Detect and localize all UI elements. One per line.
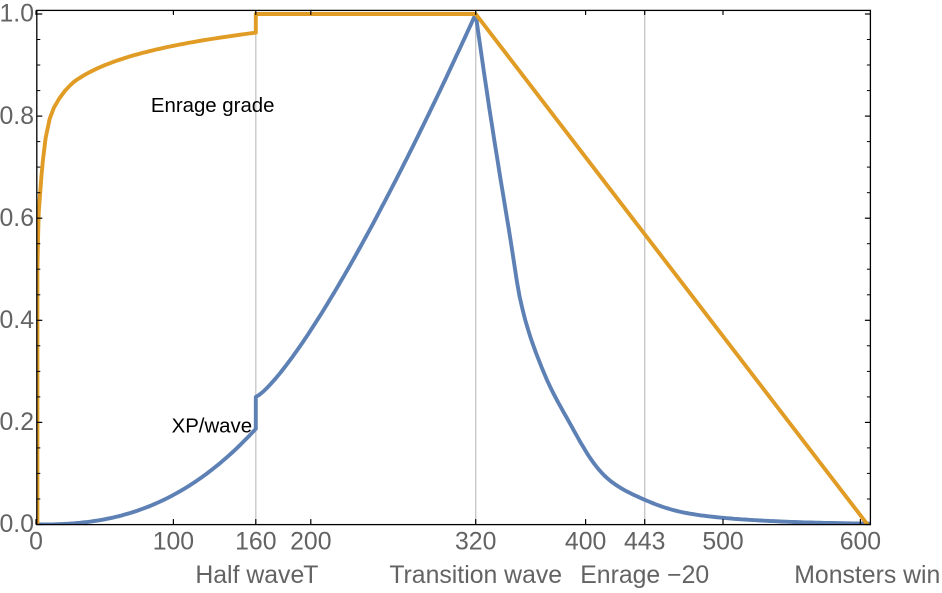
svg-text:0: 0 (29, 529, 43, 556)
svg-text:0.2: 0.2 (0, 409, 34, 436)
svg-text:400: 400 (565, 529, 606, 556)
svg-text:0.8: 0.8 (0, 103, 34, 130)
svg-text:0.4: 0.4 (0, 307, 34, 334)
svg-text:XP/wave: XP/wave (172, 416, 252, 438)
svg-text:200: 200 (290, 529, 331, 556)
svg-text:T: T (303, 562, 318, 589)
svg-text:Monsters win: Monsters win (794, 562, 940, 589)
svg-text:600: 600 (840, 529, 881, 556)
svg-text:320: 320 (455, 529, 496, 556)
svg-text:Half wave: Half wave (195, 562, 304, 589)
svg-text:0.6: 0.6 (0, 205, 34, 232)
svg-text:443: 443 (624, 529, 665, 556)
svg-text:500: 500 (702, 529, 743, 556)
svg-text:Enrage grade: Enrage grade (151, 95, 275, 117)
svg-text:100: 100 (153, 529, 194, 556)
svg-text:1.0: 1.0 (0, 1, 34, 28)
svg-text:Enrage −20: Enrage −20 (580, 562, 709, 589)
svg-text:0.0: 0.0 (0, 511, 34, 538)
svg-text:Transition wave: Transition wave (389, 562, 562, 589)
svg-text:160: 160 (235, 529, 276, 556)
